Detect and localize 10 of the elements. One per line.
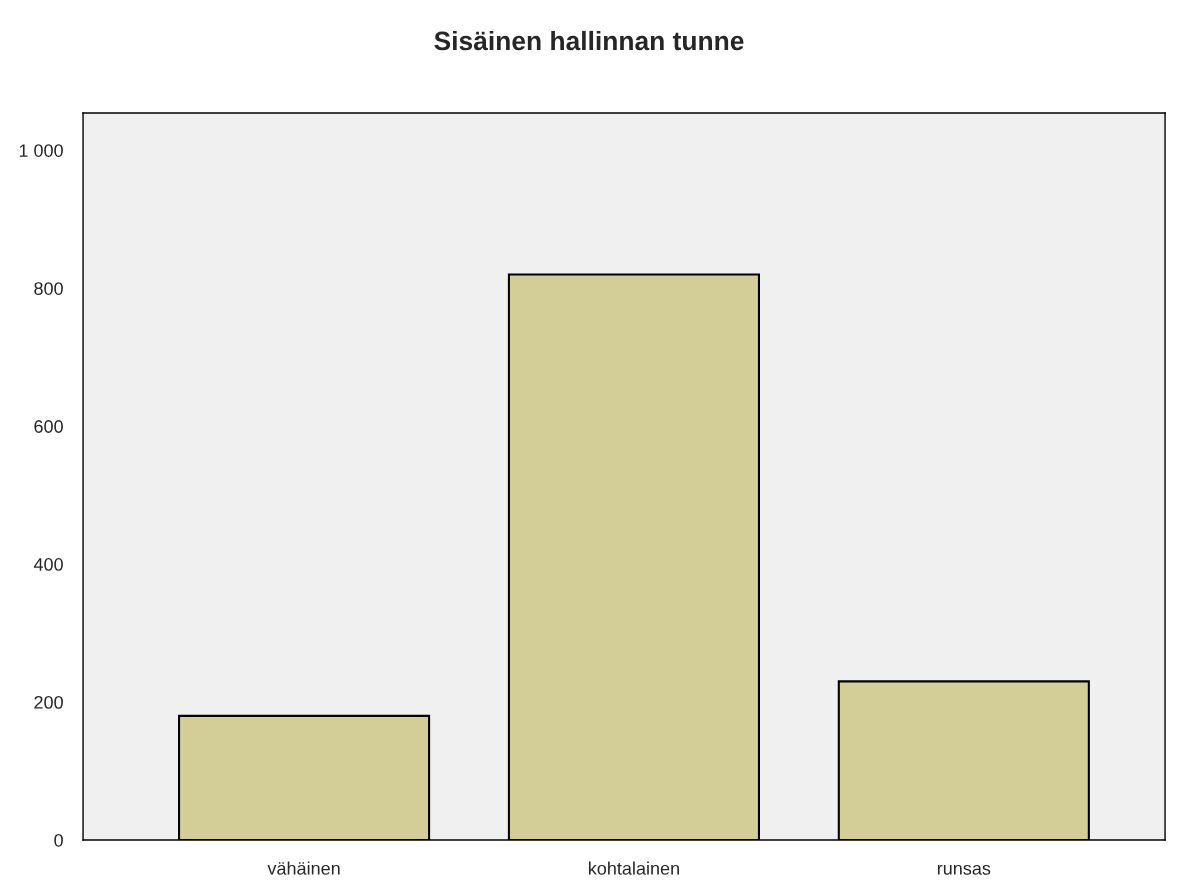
y-tick-label: 600: [34, 420, 63, 433]
y-tick-label: 1 000: [19, 144, 63, 157]
x-tick-label: vähäinen: [267, 861, 340, 875]
y-tick-label: 400: [33, 558, 63, 571]
x-tick-label: kohtalainen: [588, 861, 679, 875]
y-tick-label: 200: [34, 695, 63, 709]
x-tick-label: runsas: [937, 864, 991, 875]
y-tick-label: 800: [34, 282, 63, 295]
y-tick-label: 0: [54, 833, 63, 847]
chart-title: Sisäinen hallinnan tunne: [434, 30, 744, 51]
